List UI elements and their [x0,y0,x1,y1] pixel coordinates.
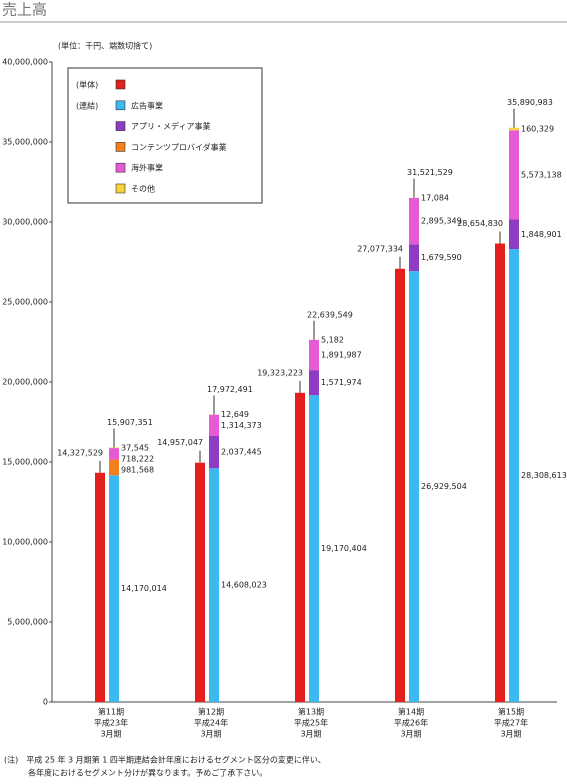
bar-segment [109,448,119,460]
bar-segment [509,127,519,131]
legend-label: アプリ・メディア事業 [131,121,210,131]
legend-swatch [115,100,126,111]
total-label: 31,521,529 [407,168,453,177]
legend-swatch [115,183,126,194]
total-label: 35,890,983 [507,98,553,107]
bar-segment [409,244,419,272]
legend-swatch [115,142,126,152]
bar-segment [495,243,505,703]
bar-segment [509,219,519,250]
x-tick-label: 3月期 [100,730,121,739]
value-label: 5,182 [321,335,344,344]
x-tick-label: 第12期 [198,707,224,717]
bar-segment [309,370,319,396]
bar-segment [209,468,219,702]
value-label: 14,327,529 [57,448,103,457]
x-tick-label: 3月期 [500,730,521,739]
note: 各年度におけるセグメント分けが異なります。予めご了承下さい。 [28,768,267,778]
y-tick-label: 35,000,000 [2,138,48,147]
bar-segment [109,459,119,476]
bar-segment [409,271,419,702]
value-label: 14,957,047 [157,438,203,447]
value-label: 19,170,404 [321,544,367,553]
x-tick-label: 3月期 [300,730,321,739]
bar-segment [109,475,119,702]
value-label: 2,895,349 [421,217,462,226]
value-label: 1,891,987 [321,350,362,359]
value-label: 160,329 [521,125,554,134]
y-tick-label: 20,000,000 [2,378,48,387]
bar-segment [295,392,305,702]
bar-segment [309,339,319,371]
value-label: 5,573,138 [521,170,562,179]
bar-segment [109,447,119,449]
value-label: 28,308,613 [521,471,567,480]
y-tick-label: 0 [43,698,48,707]
x-tick-label: 3月期 [400,730,421,739]
x-tick-label: 3月期 [200,730,221,739]
bar-segment [409,197,419,245]
value-label: 1,314,373 [221,421,262,430]
legend-label: 海外事業 [131,163,163,173]
bar-segment [209,414,219,436]
legend-label: コンテンツプロバイダ事業 [131,142,227,152]
bar-segment [195,462,205,702]
y-tick-label: 40,000,000 [2,58,48,67]
y-tick-label: 15,000,000 [2,458,48,467]
total-label: 15,907,351 [107,418,153,427]
legend-group: (単体) [76,80,98,90]
x-tick-label: 平成25年 [294,718,328,728]
value-label: 981,568 [121,465,154,474]
value-label: 1,571,974 [321,378,362,387]
x-tick-label: 第14期 [398,707,424,717]
value-label: 1,679,590 [421,253,462,262]
chart-title: 売上高 [2,1,47,19]
value-label: 19,323,223 [257,368,303,377]
unit-label: (単位：千円、端数切捨て) [58,41,152,51]
legend-label: 広告事業 [131,100,163,110]
value-label: 37,545 [121,443,149,452]
x-tick-label: 平成23年 [94,718,128,728]
y-tick-label: 30,000,000 [2,218,48,227]
bar-segment [309,395,319,702]
value-label: 12,649 [221,410,249,419]
legend-label: その他 [131,184,155,194]
value-label: 14,170,014 [121,584,167,593]
value-label: 26,929,504 [421,482,467,491]
legend-swatch [115,162,126,173]
x-tick-label: 第15期 [498,707,524,717]
x-tick-label: 平成24年 [194,718,228,728]
total-label: 22,639,549 [307,310,353,319]
legend-swatch [115,121,126,131]
bar-segment [395,268,405,702]
bar-segment [509,249,519,702]
x-tick-label: 平成27年 [494,718,528,728]
legend-swatch [115,79,126,90]
bar-segment [209,435,219,469]
y-tick-label: 5,000,000 [7,618,48,627]
legend-group: (連結) [76,100,98,110]
bar-segment [95,472,105,702]
y-tick-label: 10,000,000 [2,538,48,547]
value-label: 2,037,445 [221,447,262,456]
legend-box [67,67,263,204]
bar-segment [509,130,519,220]
total-label: 17,972,491 [207,385,253,394]
value-label: 1,848,901 [521,230,562,239]
value-label: 14,608,023 [221,581,267,590]
value-label: 27,077,334 [357,244,403,253]
x-tick-label: 第11期 [98,707,124,717]
note: (注) 平成 25 年 3 月期第 1 四半期連結会計年度におけるセグメント区分… [4,755,326,765]
x-tick-label: 第13期 [298,707,324,717]
value-label: 17,084 [421,193,449,202]
value-label: 28,654,830 [457,219,503,228]
x-tick-label: 平成26年 [394,718,428,728]
y-tick-label: 25,000,000 [2,298,48,307]
value-label: 718,222 [121,454,154,463]
